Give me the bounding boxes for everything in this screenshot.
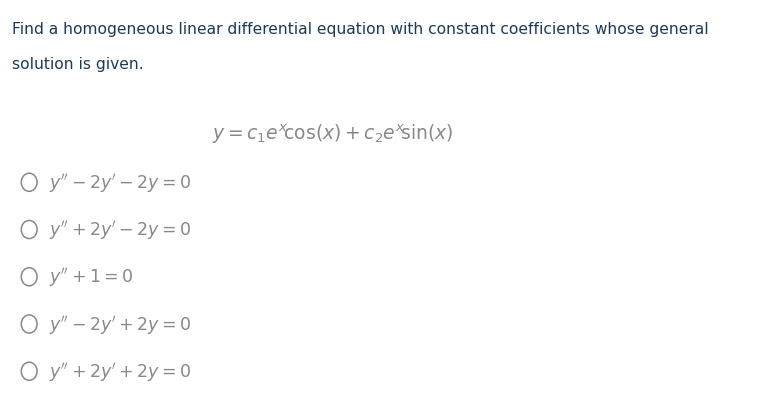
Text: $y'' - 2y' - 2y = 0$: $y'' - 2y' - 2y = 0$ xyxy=(49,171,191,194)
Text: $y'' - 2y' + 2y = 0$: $y'' - 2y' + 2y = 0$ xyxy=(49,313,191,336)
Text: Find a homogeneous linear differential equation with constant coefficients whose: Find a homogeneous linear differential e… xyxy=(12,22,709,37)
Text: $y'' + 1 = 0$: $y'' + 1 = 0$ xyxy=(49,265,134,289)
Text: $y = c_1 e^x\!\cos(x) + c_2 e^x\!\sin(x)$: $y = c_1 e^x\!\cos(x) + c_2 e^x\!\sin(x)… xyxy=(212,122,454,145)
Text: $y'' + 2y' - 2y = 0$: $y'' + 2y' - 2y = 0$ xyxy=(49,219,191,241)
Text: $y'' + 2y' + 2y = 0$: $y'' + 2y' + 2y = 0$ xyxy=(49,360,191,383)
Text: solution is given.: solution is given. xyxy=(12,57,144,72)
